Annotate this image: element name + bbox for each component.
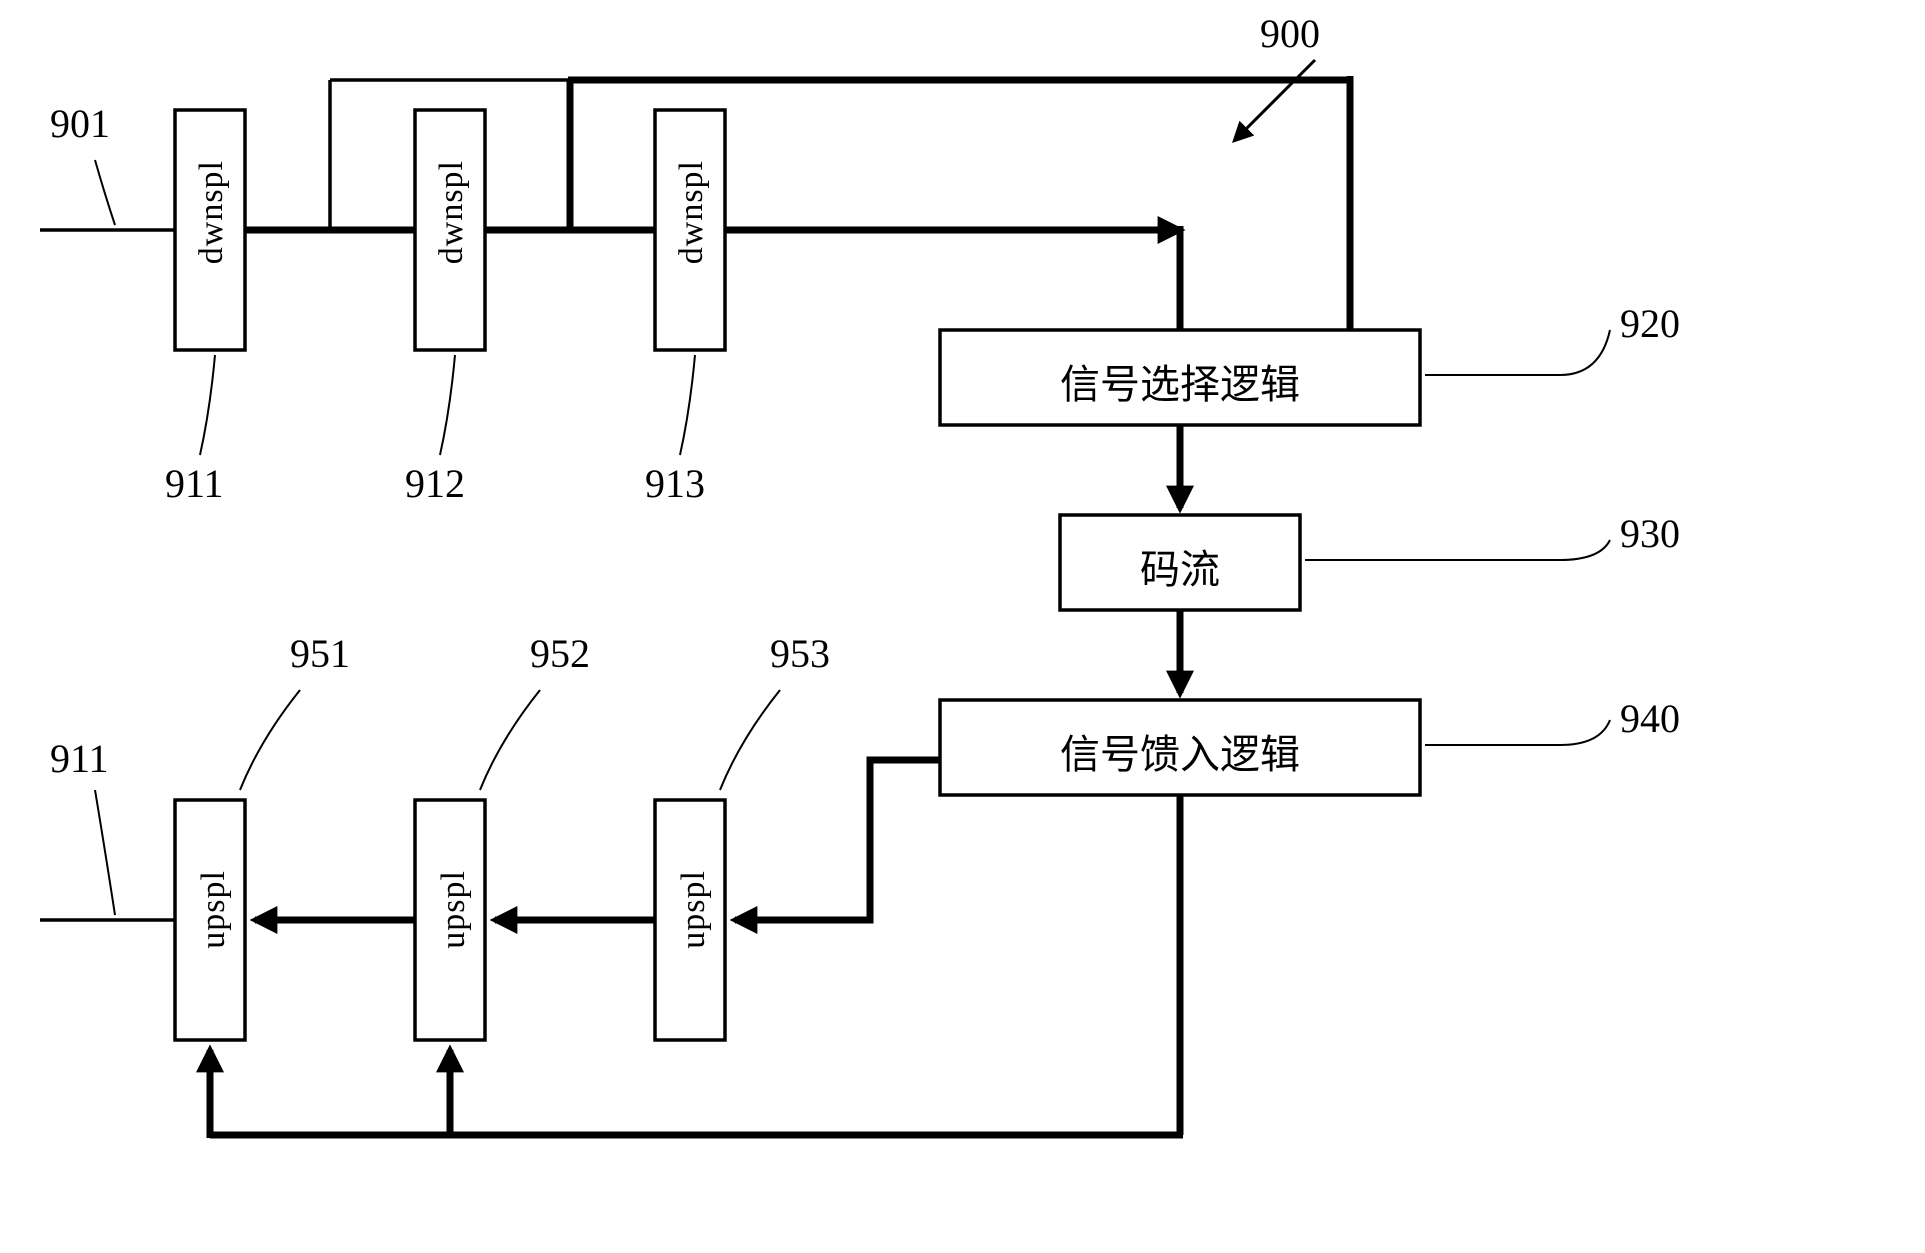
leader-920 <box>1425 330 1610 375</box>
leader-930 <box>1305 540 1610 560</box>
ref-920: 920 <box>1620 300 1680 347</box>
leader-940 <box>1425 720 1610 745</box>
upspl-1-label: upspl <box>195 870 233 949</box>
dwnspl-2-label: dwnspl <box>433 160 471 264</box>
edge-feed-u3 <box>735 760 940 920</box>
leader-953 <box>720 690 780 790</box>
ref-952: 952 <box>530 630 590 677</box>
ref-911-d: 911 <box>165 460 224 507</box>
upspl-3-label: upspl <box>675 870 713 949</box>
leader-951 <box>240 690 300 790</box>
ref-951: 951 <box>290 630 350 677</box>
ref-930: 930 <box>1620 510 1680 557</box>
leader-901 <box>95 160 115 225</box>
ref-953: 953 <box>770 630 830 677</box>
selector-label: 信号选择逻辑 <box>1060 352 1300 410</box>
ref-912: 912 <box>405 460 465 507</box>
leader-900 <box>1235 60 1315 140</box>
leader-911-out <box>95 790 115 915</box>
dwnspl-1-label: dwnspl <box>193 160 231 264</box>
feedin-label: 信号馈入逻辑 <box>1060 722 1300 780</box>
leader-912 <box>440 355 455 455</box>
ref-900: 900 <box>1260 10 1320 57</box>
leader-911 <box>200 355 215 455</box>
dwnspl-3-label: dwnspl <box>673 160 711 264</box>
bitstream-label: 码流 <box>1140 537 1220 595</box>
upspl-2-label: upspl <box>435 870 473 949</box>
ref-911-out: 911 <box>50 735 109 782</box>
diagram-canvas <box>0 0 1925 1253</box>
leader-952 <box>480 690 540 790</box>
leader-913 <box>680 355 695 455</box>
ref-901: 901 <box>50 100 110 147</box>
ref-940: 940 <box>1620 695 1680 742</box>
ref-913: 913 <box>645 460 705 507</box>
